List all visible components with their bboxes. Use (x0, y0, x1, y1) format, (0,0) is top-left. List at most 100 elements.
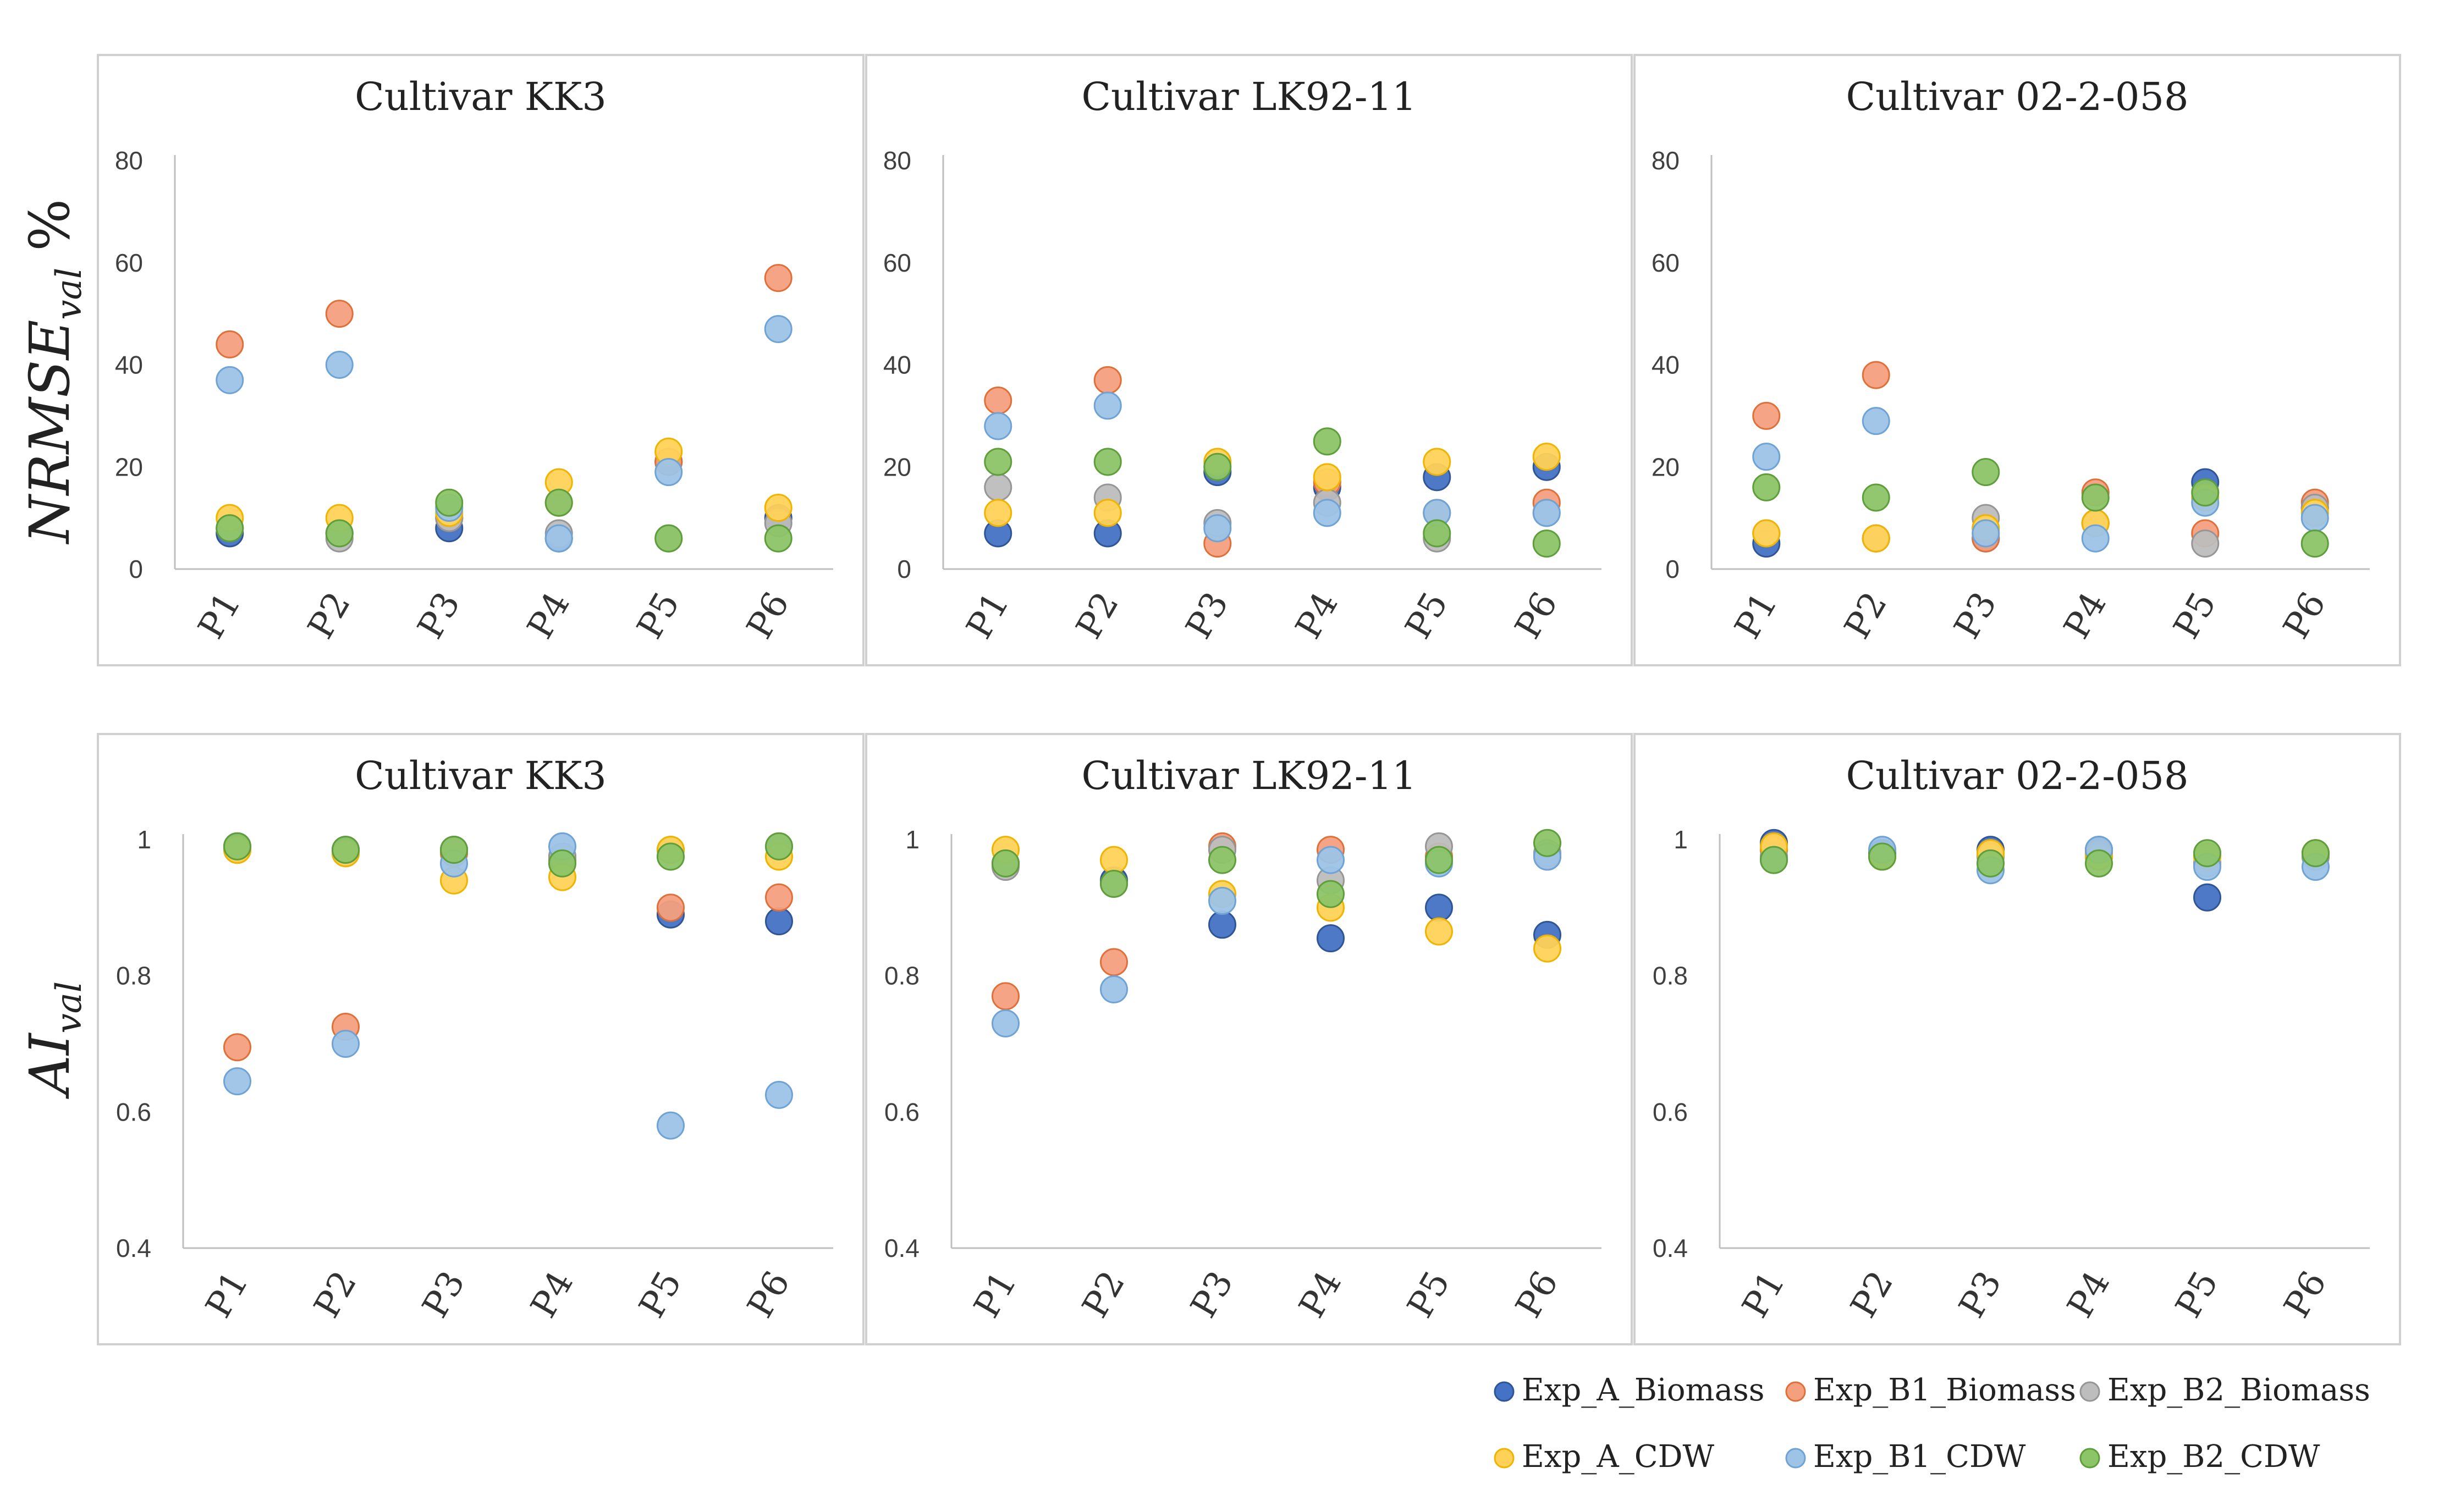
point-exp-b2-cdw-p3 (1203, 453, 1232, 481)
point-exp-b2-cdw-p3 (1972, 458, 2000, 487)
point-exp-b2-cdw-p5 (2193, 839, 2221, 868)
point-exp-b1-cdw-p4 (544, 524, 573, 553)
y-tick-label: 0.4 (1653, 1234, 1688, 1262)
point-exp-b2-cdw-p1 (984, 448, 1012, 476)
point-exp-b1-cdw-p3 (1972, 519, 2000, 548)
legend-label-exp-b2-biomass: Exp_B2_Biomass (2107, 1372, 2370, 1408)
point-exp-a-cdw-p6 (764, 494, 792, 522)
point-exp-a-cdw-p2 (1093, 499, 1122, 527)
point-exp-b1-biomass-p6 (764, 264, 792, 293)
point-exp-b2-cdw-p5 (1423, 519, 1451, 548)
point-exp-b1-cdw-p1 (223, 1067, 251, 1096)
point-exp-b1-biomass-p2 (325, 300, 354, 328)
point-exp-b2-cdw-p5 (2191, 478, 2220, 507)
point-exp-b2-cdw-p4 (548, 849, 576, 878)
point-exp-a-cdw-p5 (1425, 917, 1453, 946)
point-exp-b2-cdw-p4 (2081, 483, 2110, 512)
y-label-ai: AIval (18, 981, 90, 1100)
panel-frame (865, 54, 1633, 666)
y-tick-label: 20 (115, 453, 143, 481)
point-exp-b1-cdw-p1 (984, 412, 1012, 440)
y-tick-label: 0.6 (1653, 1097, 1688, 1126)
point-exp-b1-cdw-p1 (216, 366, 244, 394)
panel-frame (97, 733, 865, 1345)
y-tick-label: 20 (1652, 453, 1680, 481)
point-exp-b2-cdw-p1 (1752, 473, 1781, 501)
y-tick-label: 0.4 (884, 1234, 920, 1262)
point-exp-b2-cdw-p5 (1425, 846, 1453, 874)
point-exp-a-biomass-p5 (1425, 893, 1453, 922)
point-exp-b2-biomass-p1 (984, 473, 1012, 501)
point-exp-b1-cdw-p2 (325, 351, 354, 379)
legend: Exp_A_Biomass Exp_B1_Biomass Exp_B2_Biomas… (1494, 1372, 2370, 1475)
point-exp-b1-biomass-p5 (657, 893, 685, 922)
panel-title: Cultivar LK92-11 (1081, 753, 1416, 798)
y-label-ai-main: AI (18, 1032, 82, 1099)
panel-frame (1633, 54, 2401, 666)
point-exp-b2-cdw-p6 (765, 832, 793, 860)
point-exp-b2-cdw-p2 (1868, 842, 1896, 871)
point-exp-b2-cdw-p4 (544, 488, 573, 517)
y-tick-label: 1 (137, 825, 151, 854)
legend-marker-exp-b1-cdw (1785, 1448, 1806, 1469)
point-exp-b2-cdw-p6 (1532, 529, 1561, 558)
point-exp-b1-cdw-p4 (1313, 499, 1341, 527)
point-exp-a-cdw-p2 (1100, 846, 1128, 874)
y-tick-label: 80 (115, 146, 143, 175)
legend-marker-exp-b2-cdw (2079, 1448, 2100, 1469)
point-exp-b2-cdw-p4 (1317, 880, 1345, 908)
point-exp-b2-cdw-p5 (657, 842, 685, 871)
point-exp-b2-cdw-p3 (1208, 846, 1236, 874)
panel-title: Cultivar 02-2-058 (1846, 74, 2188, 119)
panel-title: Cultivar LK92-11 (1081, 74, 1416, 119)
point-exp-b2-cdw-p5 (654, 524, 683, 553)
point-exp-a-cdw-p6 (1533, 934, 1561, 963)
point-exp-b1-biomass-p1 (1752, 401, 1781, 430)
point-exp-b2-cdw-p2 (325, 519, 354, 548)
point-exp-b2-cdw-p6 (2300, 529, 2329, 558)
y-tick-label: 0 (1665, 555, 1680, 583)
point-exp-b2-cdw-p4 (1313, 427, 1341, 456)
point-exp-b1-cdw-p3 (1208, 886, 1236, 915)
point-exp-a-biomass-p5 (2193, 883, 2221, 912)
legend-label-exp-b2-cdw: Exp_B2_CDW (2107, 1439, 2320, 1475)
y-tick-label: 40 (1652, 351, 1680, 379)
point-exp-b1-cdw-p6 (764, 314, 792, 343)
y-tick-label: 60 (1652, 249, 1680, 277)
y-tick-label: 0.8 (116, 962, 151, 990)
point-exp-b1-cdw-p6 (765, 1080, 793, 1109)
point-exp-b1-cdw-p4 (2081, 524, 2110, 553)
y-tick-label: 0.6 (884, 1097, 920, 1126)
legend-label-exp-b1-cdw: Exp_B1_CDW (1813, 1439, 2026, 1475)
legend-label-exp-a-biomass: Exp_A_Biomass (1522, 1372, 1765, 1408)
point-exp-a-biomass-p4 (1317, 924, 1345, 953)
legend-label-exp-a-cdw: Exp_A_CDW (1522, 1439, 1714, 1475)
y-label-nrmse: NRMSEval% (18, 199, 90, 545)
point-exp-a-cdw-p2 (1862, 524, 1890, 553)
point-exp-b1-cdw-p6 (1532, 499, 1561, 527)
y-tick-label: 40 (883, 351, 911, 379)
legend-marker-exp-a-biomass (1494, 1381, 1515, 1402)
point-exp-b2-cdw-p2 (1093, 448, 1122, 476)
y-tick-label: 80 (883, 146, 911, 175)
y-label-nrmse-unit: % (18, 199, 82, 251)
point-exp-b1-biomass-p6 (765, 883, 793, 912)
y-tick-label: 0.8 (1653, 962, 1688, 990)
panel-frame (865, 733, 1633, 1345)
legend-marker-exp-b1-biomass (1785, 1381, 1806, 1402)
point-exp-b1-biomass-p1 (984, 387, 1012, 415)
legend-label-exp-b1-biomass: Exp_B1_Biomass (1813, 1372, 2076, 1408)
point-exp-b1-cdw-p2 (1093, 391, 1122, 420)
point-exp-b2-cdw-p6 (2302, 839, 2330, 868)
point-exp-b1-biomass-p2 (1093, 366, 1122, 394)
point-exp-b2-cdw-p1 (216, 514, 244, 543)
point-exp-b1-cdw-p2 (332, 1030, 360, 1058)
point-exp-a-cdw-p1 (1752, 519, 1781, 548)
y-label-nrmse-sub: val (49, 268, 90, 320)
